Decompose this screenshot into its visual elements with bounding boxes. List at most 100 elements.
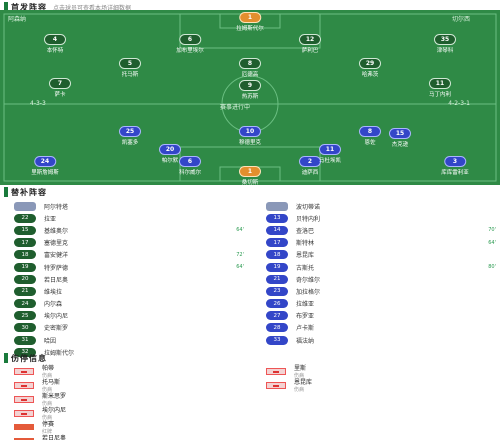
away-player[interactable]: 2 迪萨西 [299,156,321,176]
away-player[interactable]: 10 穆德里克 [238,126,262,146]
player-name: 萨卡 [54,92,66,98]
sub-row[interactable]: 17 塞德里克 [14,237,254,249]
sub-row[interactable]: 31 哈因 [14,334,254,346]
sub-row[interactable]: 18 恩昆库 [266,249,500,261]
sub-row[interactable]: 28 卢卡斯 [266,322,500,334]
sub-row[interactable]: 19 特罗萨德 64' [14,261,254,273]
absent-name: 埃尔内尼 [42,407,67,414]
home-player[interactable]: 35 津琴科 [434,34,456,54]
sub-row[interactable]: 24 内尔森 [14,298,254,310]
home-player[interactable]: 29 哈弗茨 [359,58,381,78]
sub-number: 27 [266,311,288,321]
absent-row[interactable]: 埃尔内尼 伤病 [14,406,254,421]
sub-number: 18 [266,250,288,260]
away-player[interactable]: 15 杰克逊 [389,128,411,148]
absent-row[interactable]: 恩昆库 伤病 [266,378,500,393]
away-player[interactable]: 3 库库雷利亚 [441,156,469,176]
home-coach-row[interactable]: 阿尔特塔 [14,200,254,212]
home-team-tag: 阿森纳 [8,16,27,23]
section-marker [4,353,8,363]
sub-row[interactable]: 25 埃尔内尼 [14,310,254,322]
sub-number: 33 [266,335,288,345]
absent-row[interactable]: 里斯 伤病 [266,364,500,379]
home-player[interactable]: 8 厄德高 [239,58,261,78]
away-player[interactable]: 25 凯塞多 [119,126,141,146]
absent-row[interactable]: 帕蒂 伤病 [14,364,254,379]
player-name: 萨利巴 [301,48,319,54]
away-player[interactable]: 6 科尔威尔 [178,156,201,176]
sub-row[interactable]: 30 史密斯罗 [14,322,254,334]
absent-row[interactable]: 停赛 红牌 [14,420,254,435]
sub-row[interactable]: 23 加拉格尔 [266,285,500,297]
sub-row[interactable]: 14 查洛巴 70' [266,224,500,236]
sub-name: 哈因 [44,337,57,345]
home-player[interactable]: 6 加布里埃尔 [176,34,204,54]
coach-icon [14,201,36,211]
sub-row[interactable]: 13 贝特内利 [266,212,500,224]
sub-name: 奇尔维尔 [296,276,321,284]
away-subs-list: 波切蒂诺 13 贝特内利 14 查洛巴 70' 17 斯特林 64' 18 恩昆库 19 古斯托 80'… [266,200,500,346]
sub-minute: 64' [236,264,244,271]
sub-row[interactable]: 17 斯特林 64' [266,237,500,249]
sub-name: 布罗亚 [296,313,315,321]
sub-row[interactable]: 33 福法纳 [266,334,500,346]
home-player[interactable]: 5 托马斯 [119,58,141,78]
subs-header: 替补阵容 [0,185,500,199]
absent-row[interactable]: 托马斯 伤病 [14,378,254,393]
sub-name: 埃尔内尼 [44,313,69,321]
home-player[interactable]: 7 萨卡 [49,78,71,98]
sub-name: 古斯托 [296,264,315,272]
away-player[interactable]: 24 里斯詹姆斯 [31,156,59,176]
sub-row[interactable]: 22 拉亚 [14,212,254,224]
home-player[interactable]: 4 本怀特 [44,34,66,54]
sub-row[interactable]: 26 拉维亚 [266,298,500,310]
home-player[interactable]: 11 马丁内利 [428,78,452,98]
home-player[interactable]: 9 热苏斯 [239,80,261,100]
away-player[interactable]: 20 帕尔默 [159,144,181,164]
absent-row[interactable]: 若日尼奥停赛 [14,434,254,440]
sub-name: 内尔森 [44,301,63,309]
home-formation: 4-3-3 [30,100,46,107]
player-number: 8 [359,126,381,137]
absent-header: 伤停信息 [0,351,500,365]
absent-note: 伤病 [42,415,53,421]
sub-row[interactable]: 19 古斯托 80' [266,261,500,273]
sub-number: 20 [14,274,36,284]
away-coach-row[interactable]: 波切蒂诺 [266,200,500,212]
away-player[interactable]: 8 恩佐 [359,126,381,146]
home-player[interactable]: 12 萨利巴 [299,34,321,54]
sub-row[interactable]: 20 若日尼奥 [14,273,254,285]
sub-number: 25 [14,311,36,321]
sub-number: 17 [266,238,288,248]
home-player[interactable]: 1 拉姆斯代尔 [236,12,264,32]
sub-row[interactable]: 18 富安健洋 72' [14,249,254,261]
home-coach-name: 阿尔特塔 [44,203,69,211]
player-number: 25 [119,126,141,137]
sub-row[interactable]: 21 奇尔维尔 [266,273,500,285]
absent-row[interactable]: 斯米思罗 伤病 [14,392,254,407]
sub-number: 23 [266,286,288,296]
player-number: 35 [434,34,456,45]
player-name: 穆德里克 [238,140,262,146]
sub-row[interactable]: 21 维埃拉 [14,285,254,297]
sub-minute: 80' [488,264,496,271]
sub-minute: 70' [488,227,496,234]
player-number: 10 [238,126,261,137]
player-name: 拉姆斯代尔 [236,26,264,32]
away-subs-rows: 13 贝特内利 14 查洛巴 70' 17 斯特林 64' 18 恩昆库 19 古斯托 80' 21 奇尔维… [266,212,500,346]
sub-name: 福法纳 [296,337,315,345]
sub-row[interactable]: 27 布罗亚 [266,310,500,322]
away-player[interactable]: 11 马杜埃凯 [318,144,341,164]
subs-title: 替补阵容 [11,187,47,197]
player-name: 库库雷利亚 [441,170,469,176]
sub-row[interactable]: 32 拉姆斯代尔 [14,346,254,358]
player-name: 马丁内利 [428,92,452,98]
player-number: 24 [33,156,56,167]
away-player[interactable]: 1 桑切斯 [239,166,261,185]
sub-name: 若日尼奥 [44,276,69,284]
sub-row[interactable]: 15 基维奥尔 64' [14,224,254,236]
absent-note: 伤病 [42,401,53,407]
player-number: 4 [44,34,66,45]
section-marker [4,187,8,197]
player-number: 1 [238,12,261,23]
